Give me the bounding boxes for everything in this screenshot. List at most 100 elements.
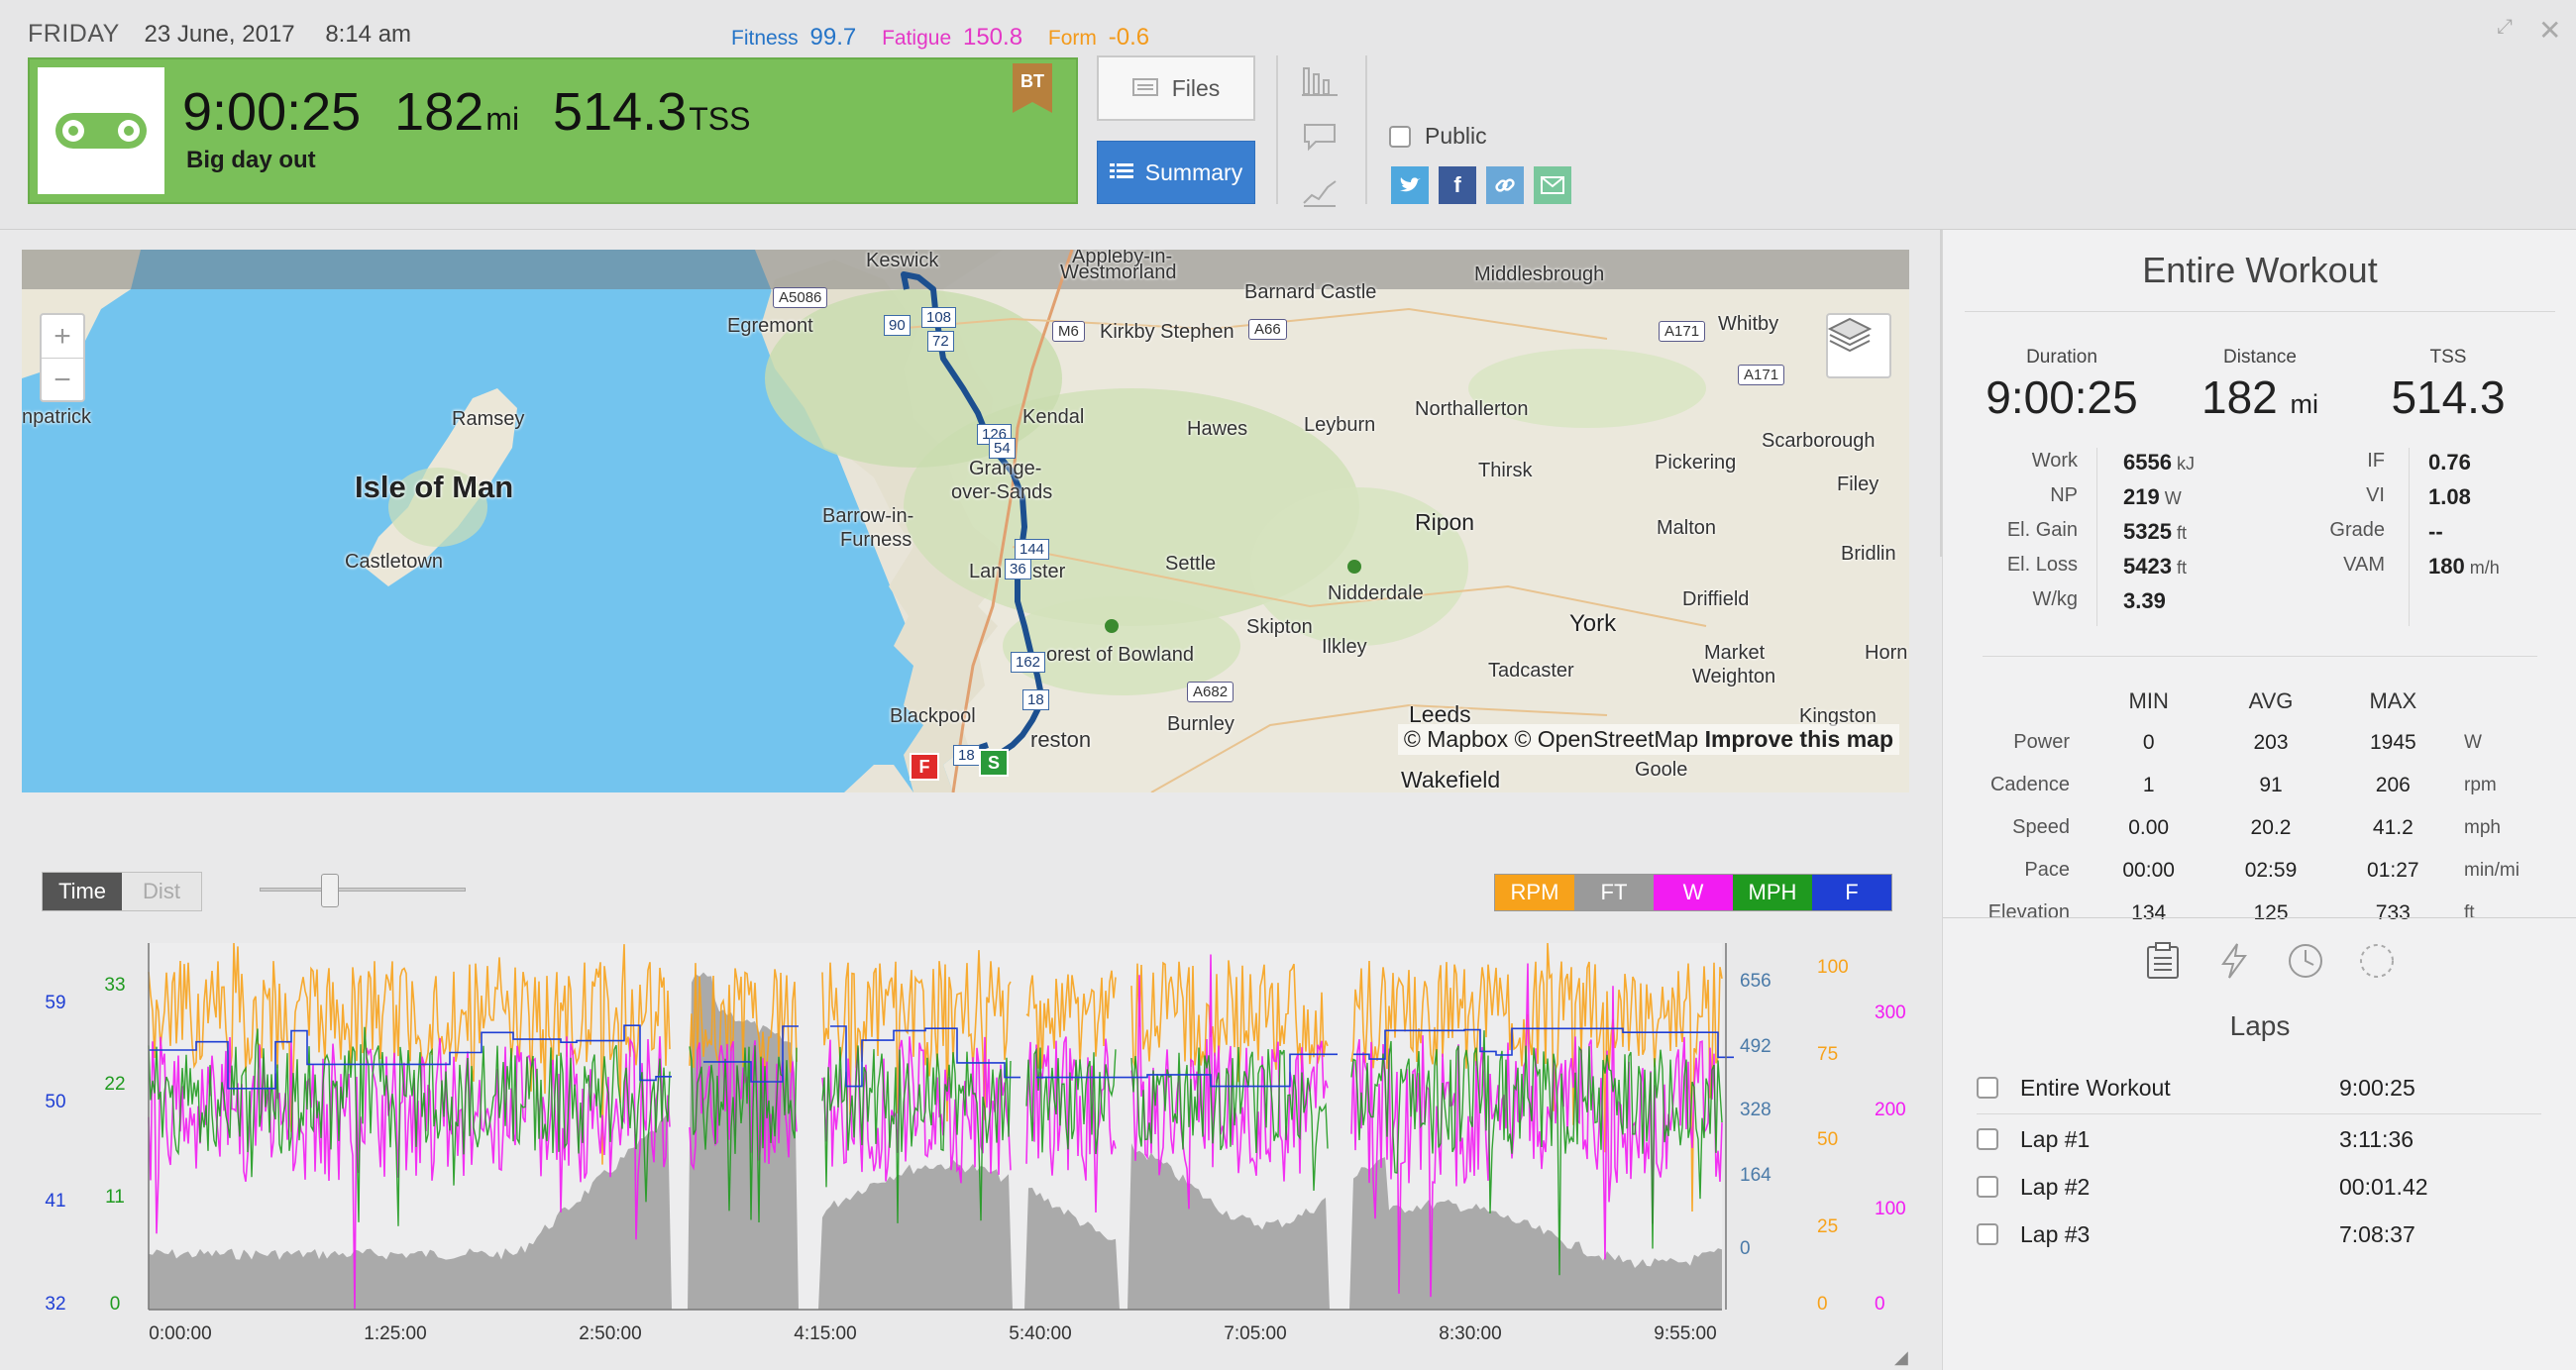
map-label: Pickering [1655,452,1737,474]
comment-icon[interactable] [1298,109,1342,164]
map-label: Horn [1865,642,1908,664]
map-basemap [22,250,1909,792]
x-tick-label: 2:50:00 [579,1323,641,1344]
legend-ft[interactable]: FT [1574,875,1654,910]
summary-button[interactable]: Summary [1097,141,1255,204]
lap-row[interactable]: Lap #2 00:01.42 [1977,1163,2541,1211]
files-icon [1131,75,1158,102]
lap-row[interactable]: Lap #3 7:08:37 [1977,1211,2541,1258]
legend-mph[interactable]: MPH [1733,875,1812,910]
card-tss: 514.3 [553,82,688,142]
legend-rpm[interactable]: RPM [1495,875,1574,910]
max-cell: 41.2 [2372,815,2414,839]
link-icon[interactable] [1486,166,1524,204]
zoom-out-button[interactable]: − [54,364,71,396]
facebook-icon[interactable]: f [1439,166,1476,204]
stat-label: Work [2031,450,2078,472]
workout-datetime: FRIDAY 23 June, 2017 8:14 am [28,20,411,49]
stat-label: VAM [2343,554,2385,576]
map-label: Westmorland [1060,262,1177,283]
divider [1983,656,2537,657]
bar-chart-icon[interactable] [1298,53,1342,109]
layers-button[interactable] [1826,313,1891,378]
cadence-line [148,942,1723,1212]
road-label: A5086 [773,287,828,308]
map-label: Nidderdale [1328,582,1424,604]
lap-checkbox[interactable] [1977,1077,1998,1099]
laps-title: Laps [2229,1010,2291,1041]
improve-map-link[interactable]: Improve this map [1704,726,1893,752]
map-label: Barnard Castle [1244,281,1377,303]
workout-date: 23 June, 2017 [144,21,295,48]
share-buttons: f [1391,166,1571,204]
map-label: Goole [1635,759,1688,781]
road-label: A66 [1248,319,1287,340]
distance-marker: 18 [953,745,980,766]
legend-w[interactable]: W [1654,875,1733,910]
stat-value: 1.08 [2428,484,2471,510]
smoothing-slider-handle[interactable] [321,874,339,907]
dashed-circle-icon[interactable] [2355,939,2399,983]
distance-unit: mi [2290,389,2319,419]
lap-name: Lap #2 [2020,1173,2091,1200]
workout-title[interactable]: Big day out [186,147,316,173]
map-label: Thirsk [1478,460,1533,481]
summary-panel: Entire Workout Duration 9:00:25 Distance… [1942,230,2576,1370]
clipboard-icon[interactable] [2141,939,2185,983]
divider [1943,917,2576,918]
route-map[interactable]: + − Isle of Man Ramsey Castletown npatri… [22,250,1909,792]
analysis-chart-icon[interactable] [1298,164,1342,220]
max-cell: 1945 [2369,730,2416,754]
stat-value: 0.76 [2428,450,2471,475]
bike-sport-icon [38,67,164,194]
speed-axis-tick: 22 [104,1074,125,1095]
tss-label: TSS [2429,347,2467,368]
lap-row[interactable]: Entire Workout 9:00:25 [1977,1064,2541,1111]
start-flag[interactable]: S [979,749,1009,777]
stat-value: 6556 kJ [2123,450,2195,475]
card-distance: 182 [394,82,484,142]
power-axis-tick: 200 [1875,1100,1906,1120]
map-label: Middlesbrough [1474,263,1605,285]
hr-line [149,1024,1734,1090]
lap-checkbox[interactable] [1977,1176,1998,1198]
workout-graph[interactable]: 0:00:00 1:25:00 2:50:00 4:15:00 5:40:00 7:05:… [22,852,1909,1357]
email-icon[interactable] [1534,166,1571,204]
zoom-in-button[interactable]: + [42,315,83,359]
x-tick-label: 4:15:00 [794,1323,856,1344]
map-label: Ilkley [1322,636,1367,658]
lap-checkbox[interactable] [1977,1223,1998,1245]
panel-tabs [2141,939,2399,983]
resize-grip-icon[interactable]: ◢ [1894,1347,1908,1367]
lap-checkbox[interactable] [1977,1128,1998,1150]
time-toggle[interactable]: Time [43,873,122,910]
close-icon[interactable]: ✕ [2538,15,2562,46]
legend-f[interactable]: F [1812,875,1891,910]
clock-icon[interactable] [2284,939,2327,983]
expand-icon[interactable]: ⤢ [2497,16,2513,38]
tss-stat: TSS 514.3 [2349,347,2547,424]
channel-legend: RPM FT W MPH F [1494,874,1892,911]
x-tick-label: 7:05:00 [1224,1323,1286,1344]
lap-row[interactable]: Lap #1 3:11:36 [1977,1115,2541,1163]
fatigue-label: Fatigue [882,27,952,50]
finish-flag[interactable]: F [910,753,939,781]
files-button[interactable]: Files [1097,55,1255,121]
cadence-axis-tick: 50 [1817,1129,1838,1150]
map-label: over-Sands [951,481,1053,503]
map-label: Bridlin [1841,543,1896,565]
smoothing-slider-track[interactable] [260,888,466,892]
workout-summary-card[interactable]: 9:00:25 182mi 514.3TSS Big day out BT [28,57,1078,204]
unit-cell: mph [2464,816,2501,838]
map-label: Driffield [1682,588,1750,610]
map-label: Appleby-in- [1072,250,1173,267]
dist-toggle[interactable]: Dist [122,873,201,910]
public-toggle[interactable]: Public [1389,123,1487,150]
map-label: Furness [840,529,912,551]
twitter-icon[interactable] [1391,166,1429,204]
max-cell: 206 [2375,773,2411,796]
public-checkbox[interactable] [1389,125,1411,148]
lightning-icon[interactable] [2212,939,2256,983]
stat-number: 5423 [2123,554,2172,579]
public-label: Public [1425,123,1487,149]
